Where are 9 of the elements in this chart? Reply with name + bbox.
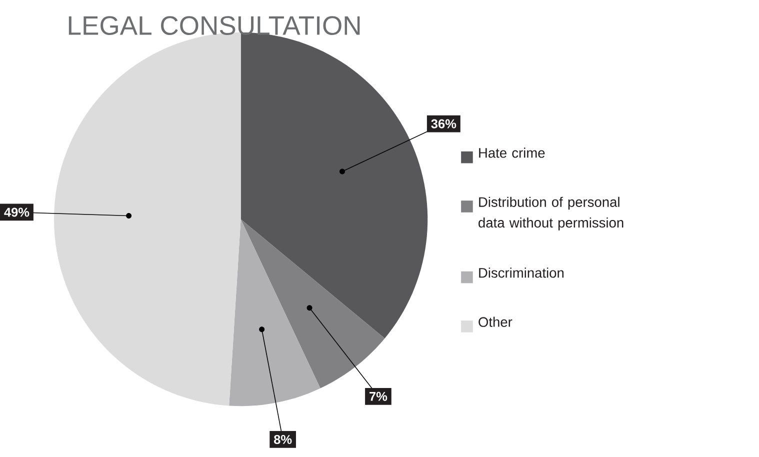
data-label: 7% bbox=[370, 392, 388, 401]
chart-title: LEGAL CONSULTATION bbox=[68, 16, 360, 35]
legend-label: Discrimination bbox=[479, 268, 564, 278]
data-label: 8% bbox=[274, 434, 292, 444]
data-label: 36% bbox=[431, 119, 456, 128]
legend-label: Other bbox=[478, 316, 512, 327]
data-label: 49% bbox=[4, 208, 30, 217]
legend-label: Hate crime bbox=[479, 148, 545, 158]
legend-label: Distribution of personal data without permission bbox=[478, 196, 624, 230]
